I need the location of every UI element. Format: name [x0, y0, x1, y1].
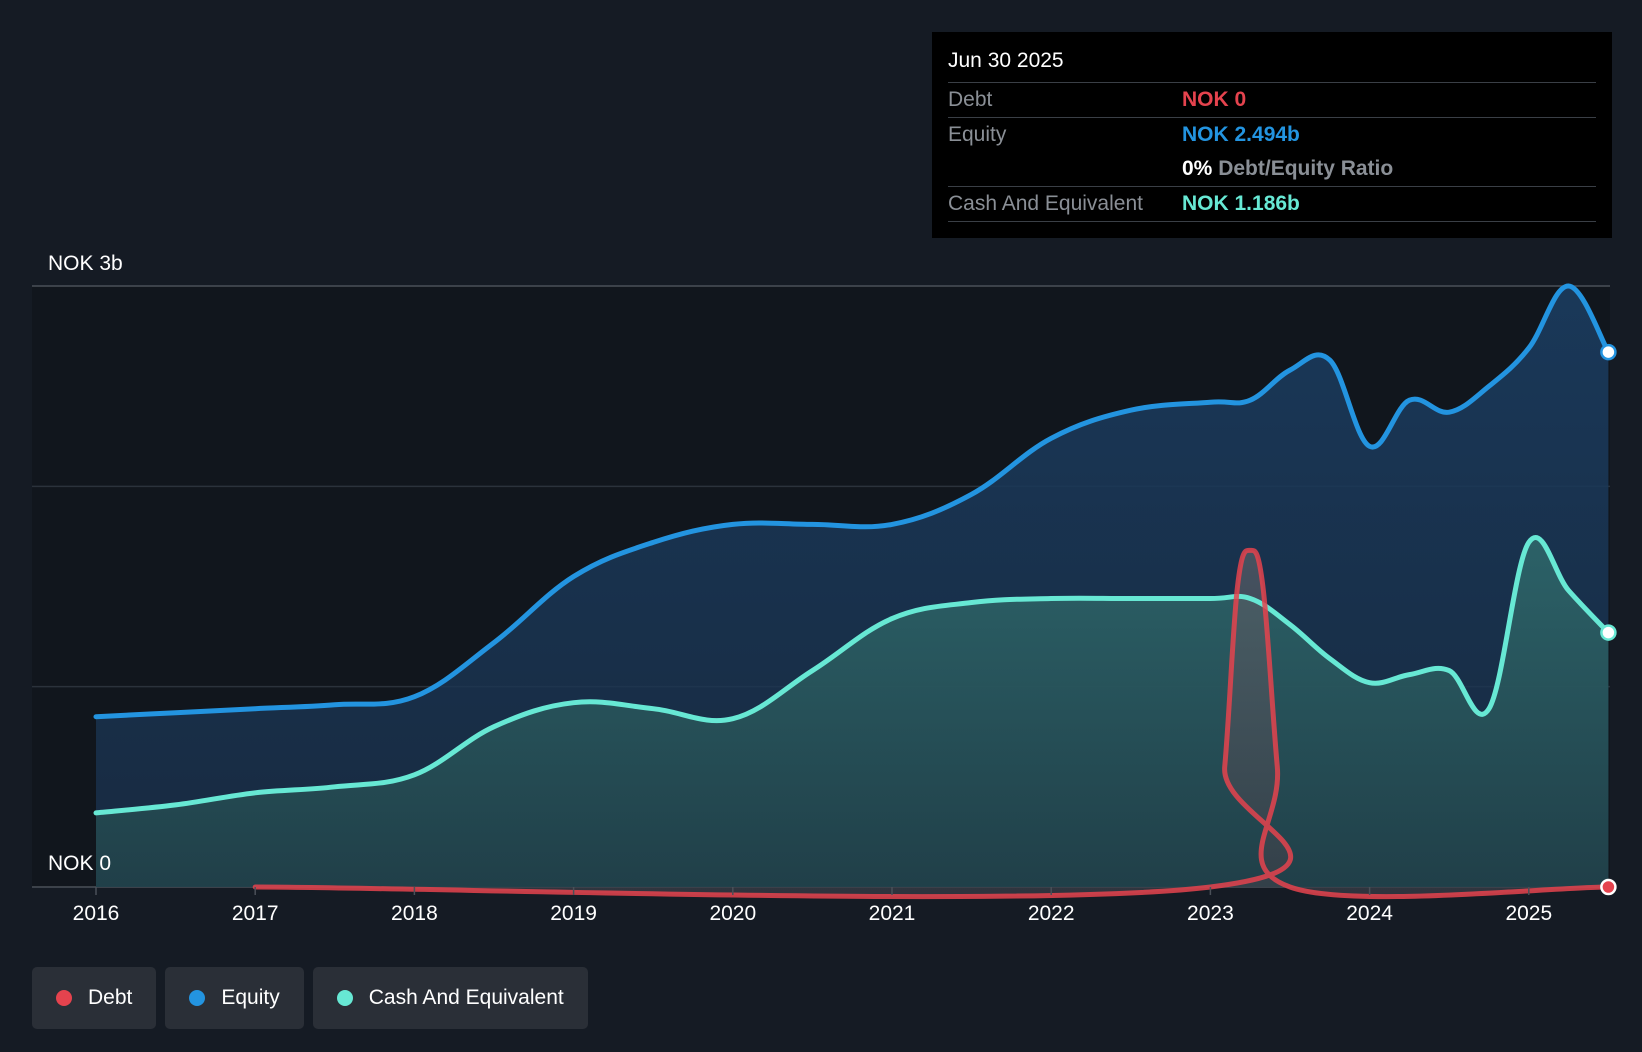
legend-item-equity[interactable]: Equity [165, 967, 304, 1029]
x-tick-label: 2020 [709, 902, 756, 925]
tooltip-equity-value: NOK 2.494b [1182, 123, 1300, 146]
x-tick-label: 2019 [550, 902, 597, 925]
legend-item-cash[interactable]: Cash And Equivalent [312, 967, 588, 1029]
cash-area [96, 537, 1609, 887]
tooltip-date: Jun 30 2025 [948, 46, 1596, 83]
x-tick-label: 2021 [869, 902, 916, 925]
tooltip-debt-value: NOK 0 [1182, 88, 1247, 111]
x-tick-label: 2016 [73, 902, 120, 925]
tooltip-equity-label: Equity [948, 123, 1007, 146]
tooltip-debt-row: Debt NOK 0 [948, 83, 1596, 118]
series-end-markers [1600, 343, 1617, 896]
y-axis-bottom-label: NOK 0 [48, 852, 111, 875]
legend-label-equity: Equity [221, 986, 280, 1009]
legend-label-cash: Cash And Equivalent [368, 986, 564, 1009]
debt-end-marker[interactable] [1600, 878, 1617, 896]
debt-line [252, 547, 1611, 900]
chart-legend: Debt Equity Cash And Equivalent [32, 967, 588, 1029]
tooltip-ratio-value: 0% [1182, 157, 1213, 180]
equity-line [93, 283, 1611, 720]
tooltip-panel: Jun 30 2025 Debt NOK 0 Equity NOK 2.494b… [932, 32, 1612, 238]
tooltip-ratio-row: 0% Debt/Equity Ratio [948, 152, 1596, 187]
cash-line [93, 535, 1611, 816]
x-axis-ticks: 2016 2017 2018 2019 2020 2021 2022 2023 2024 2025 [73, 887, 1552, 925]
x-tick-label: 2022 [1028, 902, 1075, 925]
equity-end-marker[interactable] [1600, 343, 1617, 361]
tooltip-cash-value: NOK 1.186b [1182, 192, 1300, 215]
x-tick-label: 2023 [1187, 902, 1234, 925]
x-tick-label: 2018 [391, 902, 438, 925]
x-tick-label: 2025 [1505, 902, 1552, 925]
legend-dot-debt-icon [56, 990, 72, 1006]
legend-item-debt[interactable]: Debt [32, 967, 157, 1029]
x-tick-label: 2017 [232, 902, 279, 925]
legend-label-debt: Debt [88, 986, 133, 1009]
series-lines [93, 283, 1611, 900]
tooltip-equity-row: Equity NOK 2.494b [948, 118, 1596, 152]
x-tick-label: 2024 [1346, 902, 1393, 925]
legend-dot-cash-icon [336, 990, 353, 1006]
tooltip-cash-label: Cash And Equivalent [948, 192, 1143, 215]
cash-end-marker[interactable] [1600, 624, 1617, 641]
tooltip-ratio-label: Debt/Equity Ratio [1218, 157, 1394, 180]
y-axis-top-label: NOK 3b [48, 252, 123, 275]
tooltip-cash-row: Cash And Equivalent NOK 1.186b [948, 187, 1596, 222]
legend-dot-equity-icon [189, 990, 206, 1006]
tooltip-debt-label: Debt [948, 88, 993, 111]
